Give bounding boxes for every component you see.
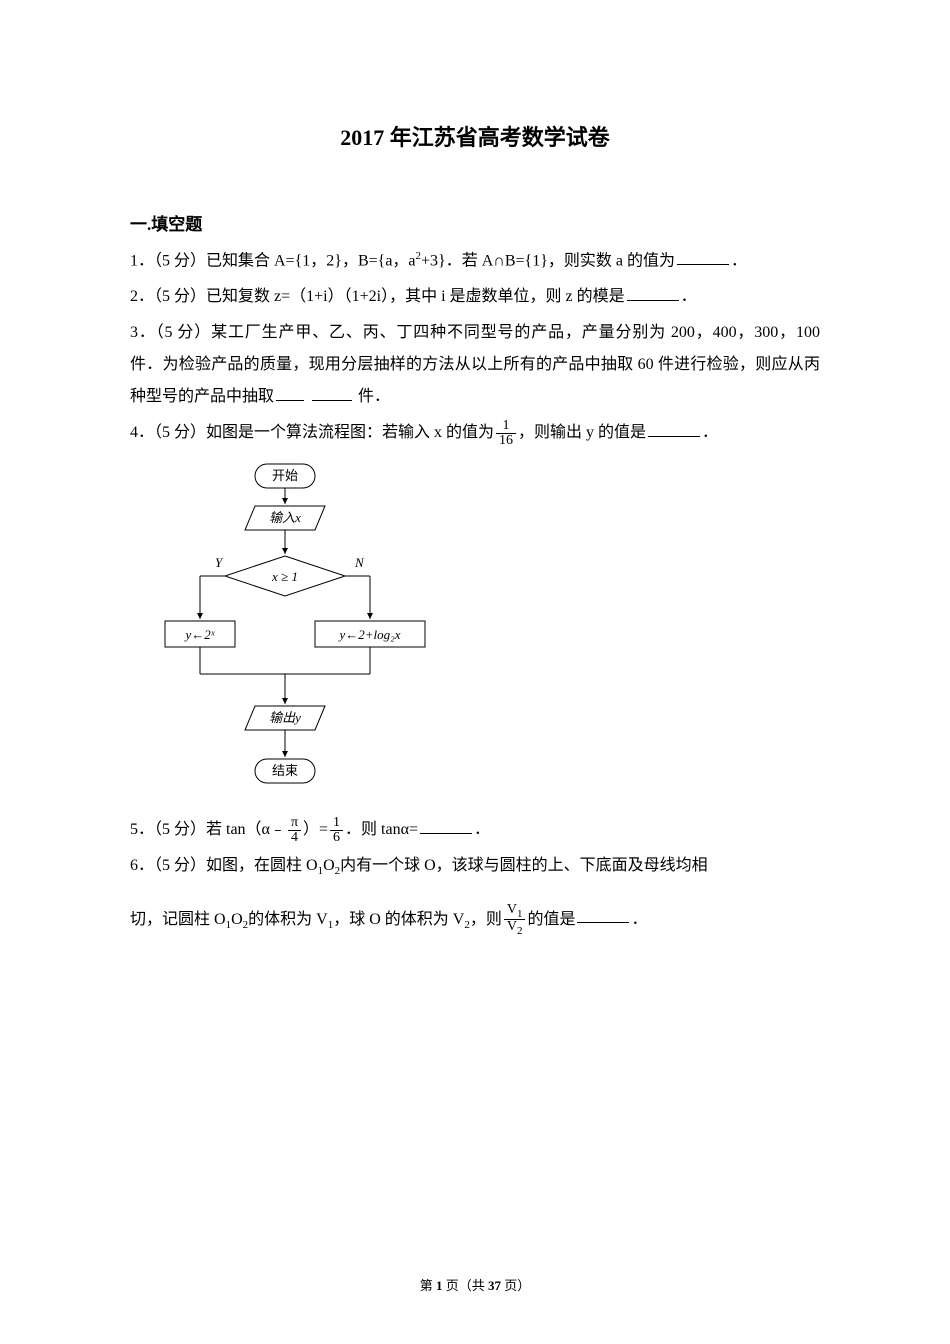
flowchart: 开始 输入x x ≥ 1 Y y←2ˣ N y←2+log₂x bbox=[160, 459, 820, 804]
p1-blank bbox=[677, 250, 729, 265]
flow-proc-right-label: y←2+log₂x bbox=[338, 627, 401, 642]
p2-text: 2．（5 分）已知复数 z=（1+i）（1+2i），其中 i 是虚数单位，则 z… bbox=[130, 288, 625, 305]
p1-pre: 1．（5 分）已知集合 A={1，2}，B={a，a bbox=[130, 252, 416, 269]
p6-line2-mid2: ，球 O 的体积为 V bbox=[333, 910, 464, 927]
p6-blank bbox=[577, 908, 629, 923]
page-footer: 第 1 页（共 37 页） bbox=[0, 1275, 950, 1294]
flow-end-label: 结束 bbox=[272, 763, 298, 778]
footer-post: 页） bbox=[501, 1278, 530, 1293]
p6-line1-pre: 6．（5 分）如图，在圆柱 O bbox=[130, 857, 318, 874]
p6-mid2: O bbox=[231, 910, 243, 927]
p6-frac: V1V2 bbox=[504, 903, 526, 938]
footer-pre: 第 bbox=[420, 1278, 436, 1293]
p4-tail: ． bbox=[702, 424, 718, 441]
p6-post: 的值是 bbox=[527, 910, 575, 927]
p6-frac-num-sub: 1 bbox=[517, 907, 523, 919]
problem-3: 3．（5 分）某工厂生产甲、乙、丙、丁四种不同型号的产品，产量分别为 200，4… bbox=[130, 317, 820, 413]
p1-post: +3}．若 A∩B={1}，则实数 a 的值为 bbox=[421, 252, 675, 269]
p2-tail: ． bbox=[681, 288, 697, 305]
p4-frac: 116 bbox=[496, 419, 516, 448]
p5-post: ．则 tanα= bbox=[345, 821, 418, 838]
p5-frac1: π4 bbox=[288, 816, 301, 845]
p4-frac-num: 1 bbox=[496, 419, 516, 433]
p6-frac-den-pre: V bbox=[507, 919, 517, 934]
p5-tail: ． bbox=[474, 821, 490, 838]
p5-frac2: 16 bbox=[330, 816, 343, 845]
document-title: 2017 年江苏省高考数学试卷 bbox=[130, 120, 820, 152]
p5-mid: ）= bbox=[303, 821, 328, 838]
p4-frac-den: 16 bbox=[496, 433, 516, 448]
footer-mid: 页（共 bbox=[442, 1278, 488, 1293]
p5-frac2-den: 6 bbox=[330, 830, 343, 845]
flow-yes-label: Y bbox=[215, 555, 224, 570]
p4-pre: 4．（5 分）如图是一个算法流程图：若输入 x 的值为 bbox=[130, 424, 494, 441]
p6-mid1: O bbox=[323, 857, 335, 874]
p5-frac1-num: π bbox=[288, 816, 301, 830]
flowchart-svg: 开始 输入x x ≥ 1 Y y←2ˣ N y←2+log₂x bbox=[160, 459, 440, 799]
p6-line1-post: 内有一个球 O，该球与圆柱的上、下底面及母线均相 bbox=[340, 857, 708, 874]
p6-line2-mid: 的体积为 V bbox=[248, 910, 328, 927]
p2-blank bbox=[627, 286, 679, 301]
flow-decision-label: x ≥ 1 bbox=[271, 569, 298, 584]
p6-frac-den-sub: 2 bbox=[517, 925, 523, 937]
problem-5: 5．（5 分）若 tan（α﹣π4）=16．则 tanα= ． bbox=[130, 814, 820, 846]
problem-4: 4．（5 分）如图是一个算法流程图：若输入 x 的值为116，则输出 y 的值是… bbox=[130, 417, 820, 449]
problem-6: 6．（5 分）如图，在圆柱 O1O2内有一个球 O，该球与圆柱的上、下底面及母线… bbox=[130, 850, 820, 882]
p6-line2-post: ，则 bbox=[470, 910, 502, 927]
p3-tail: 件． bbox=[354, 388, 390, 405]
page: 2017 年江苏省高考数学试卷 一.填空题 1．（5 分）已知集合 A={1，2… bbox=[0, 0, 950, 1344]
p4-post: ，则输出 y 的值是 bbox=[518, 424, 646, 441]
p5-frac1-den: 4 bbox=[288, 830, 301, 845]
p3-blank1 bbox=[276, 386, 304, 401]
flow-start-label: 开始 bbox=[272, 468, 298, 483]
p6-line2-pre: 切，记圆柱 O bbox=[130, 910, 226, 927]
p6-frac-num-pre: V bbox=[507, 902, 517, 917]
section-heading: 一.填空题 bbox=[130, 210, 820, 235]
p5-blank bbox=[420, 819, 472, 834]
p1-tail: ． bbox=[731, 252, 747, 269]
problem-2: 2．（5 分）已知复数 z=（1+i）（1+2i），其中 i 是虚数单位，则 z… bbox=[130, 281, 820, 313]
footer-total: 37 bbox=[488, 1278, 501, 1293]
p6-frac-den: V2 bbox=[504, 919, 526, 937]
problem-1: 1．（5 分）已知集合 A={1，2}，B={a，a2+3}．若 A∩B={1}… bbox=[130, 245, 820, 277]
p5-pre: 5．（5 分）若 tan（α﹣ bbox=[130, 821, 286, 838]
flow-output-label: 输出y bbox=[269, 710, 301, 725]
p3-line1: 3．（5 分）某工厂生产甲、乙、丙、丁四种不同型号的产品，产量分别为 200，4… bbox=[130, 324, 820, 405]
flow-input-label: 输入x bbox=[269, 510, 301, 525]
p6-frac-num: V1 bbox=[504, 903, 526, 920]
problem-6b: 切，记圆柱 O1O2的体积为 V1，球 O 的体积为 V2，则V1V2的值是． bbox=[130, 903, 820, 938]
p5-frac2-num: 1 bbox=[330, 816, 343, 830]
p4-blank bbox=[648, 422, 700, 437]
p3-blank2 bbox=[312, 386, 352, 401]
p6-tail: ． bbox=[631, 910, 647, 927]
flow-proc-left-label: y←2ˣ bbox=[184, 627, 215, 642]
flow-no-label: N bbox=[354, 555, 365, 570]
